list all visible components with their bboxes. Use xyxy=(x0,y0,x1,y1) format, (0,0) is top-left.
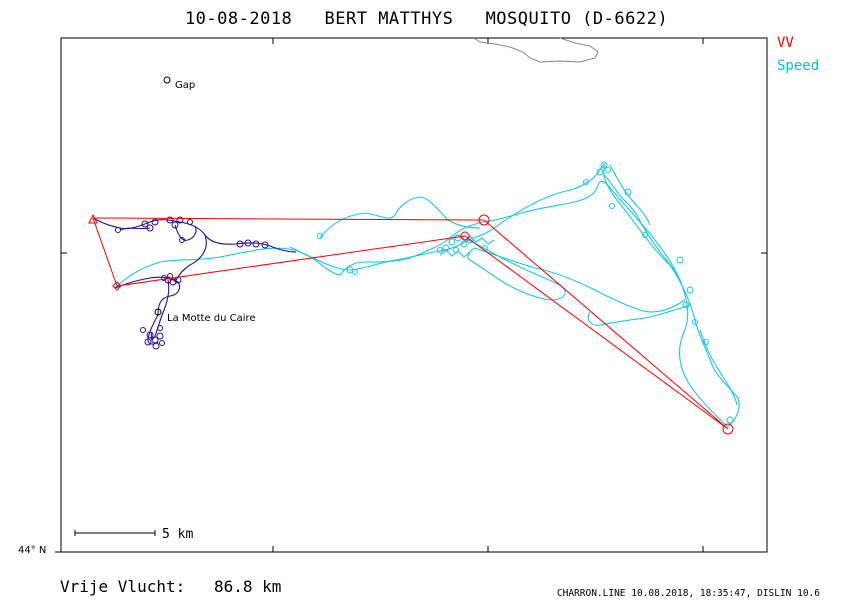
distance-value: 86.8 km xyxy=(214,577,282,596)
finish-diamond-icon xyxy=(112,281,122,291)
legend-vv: VV xyxy=(777,35,794,51)
place-gap: Gap xyxy=(163,76,195,91)
legend-speed: Speed xyxy=(777,58,820,74)
scale-bar xyxy=(74,530,156,536)
scale-bar-label: 5 km xyxy=(162,527,193,542)
place-marker-icon xyxy=(163,76,171,84)
place-marker-icon xyxy=(154,308,162,316)
title-date: 10-08-2018 xyxy=(184,9,293,29)
climb-thermal-circles xyxy=(115,216,269,350)
map-title: 10-08-2018 BERT MATTHYS MOSQUITO (D-6622… xyxy=(0,9,853,29)
turnpoint-circle-icon xyxy=(460,231,470,241)
title-glider: MOSQUITO (D-6622) xyxy=(485,9,669,29)
axis-ticks xyxy=(55,38,767,553)
map-frame xyxy=(60,37,768,553)
turnpoint-markers xyxy=(88,213,734,435)
terrain-outline xyxy=(473,37,599,63)
title-pilot: BERT MATTHYS xyxy=(324,9,454,29)
turnpoint-circle-icon xyxy=(478,214,490,226)
place-label-la-motte: La Motte du Caire xyxy=(167,313,256,324)
speed-track xyxy=(114,163,740,428)
start-triangle-icon xyxy=(88,213,98,224)
turnpoint-circle-icon xyxy=(722,423,734,435)
place-la-motte: La Motte du Caire xyxy=(154,308,256,324)
speed-thermal-circles xyxy=(317,161,734,424)
distance-label: Vrije Vlucht: xyxy=(60,577,186,596)
latitude-label: 44° N xyxy=(18,545,47,556)
place-label-gap: Gap xyxy=(175,80,195,91)
task-route xyxy=(92,217,729,430)
footer-info: CHARRON.LINE 10.08.2018, 18:35:47, DISLI… xyxy=(556,588,820,599)
